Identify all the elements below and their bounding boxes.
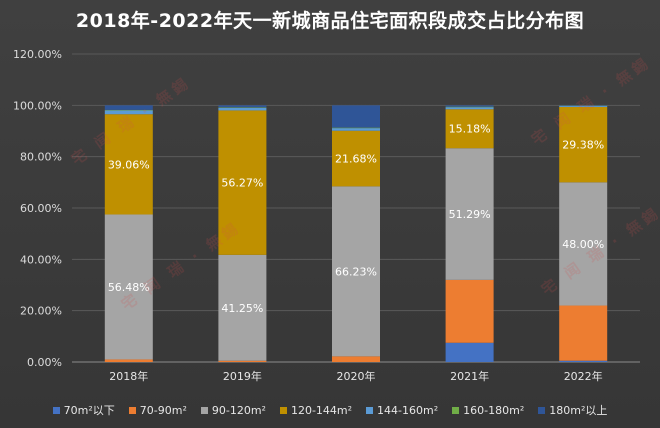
bar-segment <box>559 305 608 361</box>
bar-segment <box>445 109 494 149</box>
data-label: 56.27% <box>221 177 263 190</box>
y-tick-label: 80.00% <box>20 151 62 164</box>
data-label: 41.25% <box>221 302 263 315</box>
data-label: 21.68% <box>335 153 377 166</box>
legend-label: 144-160m² <box>377 403 439 417</box>
data-label: 51.29% <box>449 208 491 221</box>
data-label: 29.38% <box>562 139 604 152</box>
legend-swatch <box>279 406 287 414</box>
bar-segment <box>559 105 608 106</box>
bar-segment <box>559 182 608 306</box>
bar-segment <box>332 186 380 357</box>
y-tick-label: 60.00% <box>20 202 62 215</box>
bar-segment <box>218 105 267 108</box>
legend-item: 180m²以上 <box>538 402 607 418</box>
legend-label: 90-120m² <box>211 403 266 417</box>
bar-segment <box>218 110 267 255</box>
legend-item: 144-160m² <box>366 402 438 418</box>
bar-segment <box>104 110 153 115</box>
bar-segment <box>559 360 608 362</box>
legend-swatch <box>52 406 60 414</box>
bar-segment <box>559 106 608 183</box>
bar-segment <box>218 360 267 362</box>
legend-label: 70-90m² <box>139 403 187 417</box>
bar-segment <box>445 279 494 343</box>
legend-swatch <box>452 406 460 414</box>
bar-segment <box>218 107 267 108</box>
bar-segment <box>104 105 153 110</box>
bar-segment <box>104 114 153 215</box>
x-tick-label: 2022年 <box>564 369 603 383</box>
bar-segment <box>332 356 380 362</box>
data-label: 56.48% <box>108 281 150 294</box>
legend-item: 120-144m² <box>279 402 353 418</box>
legend-swatch <box>200 406 208 414</box>
legend-label: 180m²以上 <box>549 404 608 417</box>
legend-swatch <box>366 406 374 414</box>
bar-segment <box>104 214 153 360</box>
bar-segment <box>445 342 494 362</box>
bar-segment <box>559 105 608 107</box>
x-tick-label: 2018年 <box>109 369 148 383</box>
bar-segment <box>104 359 153 362</box>
x-tick-label: 2019年 <box>223 369 262 383</box>
legend-swatch <box>538 406 546 414</box>
legend-item: 160-180m² <box>452 402 524 418</box>
y-tick-label: 0.00% <box>27 356 62 369</box>
bar-segment <box>332 128 380 131</box>
data-label: 39.06% <box>108 158 150 171</box>
y-tick-label: 100.00% <box>13 99 62 112</box>
bar-segment <box>445 106 494 108</box>
x-tick-label: 2021年 <box>450 369 489 383</box>
y-tick-label: 120.00% <box>13 48 62 61</box>
data-label: 15.18% <box>449 123 491 136</box>
bar-segment <box>332 127 380 129</box>
bar-segment <box>445 107 494 110</box>
bar-segment <box>445 148 494 280</box>
bar-segment <box>218 254 267 361</box>
bar-segment <box>332 105 380 128</box>
legend-label: 70m²以下 <box>63 404 115 417</box>
legend-item: 70-90m² <box>128 402 187 418</box>
y-tick-label: 20.00% <box>20 305 62 318</box>
bar-segment <box>332 130 380 187</box>
bar-segment <box>218 107 267 111</box>
legend-item: 90-120m² <box>200 402 266 418</box>
data-label: 66.23% <box>335 265 377 278</box>
legend-item: 70m²以下 <box>52 402 115 418</box>
legend-label: 160-180m² <box>463 403 525 417</box>
x-tick-label: 2020年 <box>337 369 376 383</box>
data-label: 48.00% <box>562 238 604 251</box>
y-tick-label: 40.00% <box>20 253 62 266</box>
legend-label: 120-144m² <box>290 403 353 417</box>
legend-swatch <box>128 406 136 414</box>
chart-legend: 70m²以下 70-90m² 90-120m² 120-144m² 144-160m² 1… <box>0 402 660 418</box>
chart-title: 2018年-2022年天一新城商品住宅面积段成交占比分布图 <box>75 10 585 32</box>
bar-segment <box>104 109 153 111</box>
bar-segment <box>445 105 494 107</box>
